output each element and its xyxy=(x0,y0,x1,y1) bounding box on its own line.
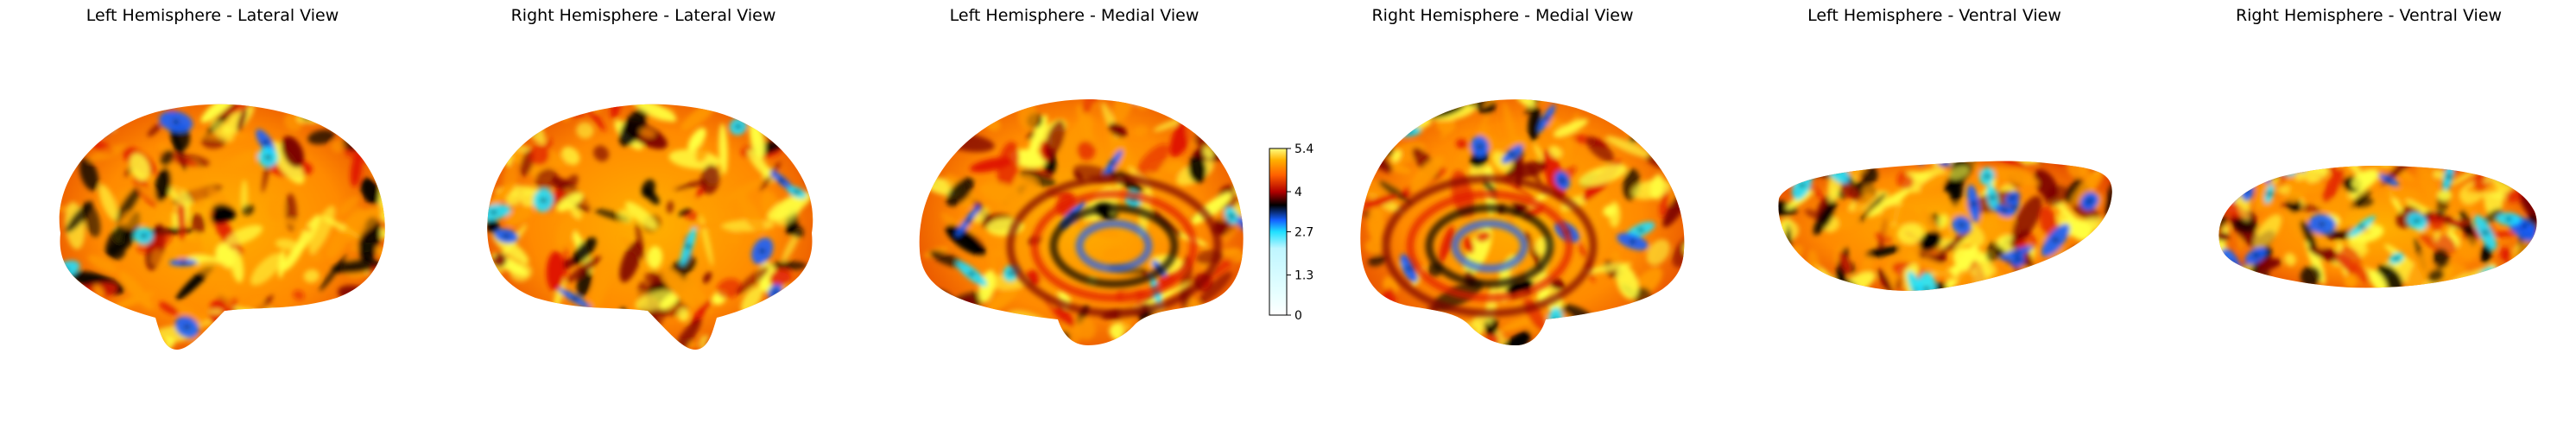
colorbar-tick-label: 0 xyxy=(1294,309,1302,323)
right-hemisphere-medial-surface xyxy=(1360,99,1685,346)
panel-title: Right Hemisphere - Medial View xyxy=(1371,6,1633,25)
panel-title: Right Hemisphere - Ventral View xyxy=(2236,6,2502,25)
colorbar-tick-label: 5.4 xyxy=(1294,142,1313,156)
left-hemisphere-ventral-surface xyxy=(1778,161,2112,291)
right-hemisphere-ventral-surface xyxy=(2218,166,2537,288)
panel-title: Left Hemisphere - Lateral View xyxy=(86,6,339,25)
right-hemisphere-lateral-surface xyxy=(487,104,813,350)
colorbar-gradient xyxy=(1269,148,1288,316)
colorbar-tick-label: 4 xyxy=(1294,186,1302,199)
panel-title: Left Hemisphere - Medial View xyxy=(950,6,1199,25)
panel-title: Right Hemisphere - Lateral View xyxy=(511,6,776,25)
colorbar-tick-label: 1.3 xyxy=(1294,269,1313,283)
colorbar: 0 1.3 2.7 4 5.4 xyxy=(1269,142,1313,323)
left-hemisphere-medial-surface xyxy=(919,99,1244,346)
left-hemisphere-lateral-surface xyxy=(59,104,385,350)
panel-title: Left Hemisphere - Ventral View xyxy=(1807,6,2061,25)
colorbar-tick-label: 2.7 xyxy=(1294,226,1313,240)
colorbar-ticks: 0 1.3 2.7 4 5.4 xyxy=(1287,142,1313,323)
